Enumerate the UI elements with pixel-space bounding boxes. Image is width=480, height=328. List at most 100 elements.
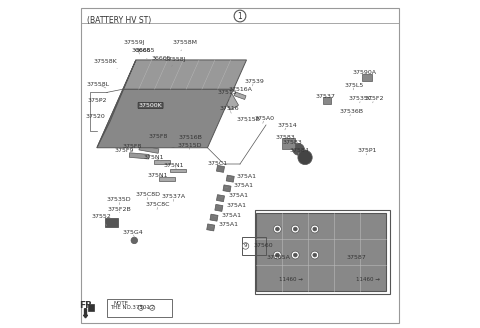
Text: 11460 →: 11460 → <box>279 277 303 282</box>
FancyArrow shape <box>84 309 87 318</box>
Text: 375A1: 375A1 <box>226 183 253 188</box>
Text: 375A1: 375A1 <box>220 193 248 198</box>
Text: 37515: 37515 <box>218 90 238 100</box>
Text: 375N1: 375N1 <box>148 173 168 178</box>
Text: 37587: 37587 <box>347 255 366 261</box>
Text: 2: 2 <box>151 305 154 310</box>
Bar <box>222 91 239 110</box>
Bar <box>215 204 223 212</box>
Bar <box>216 165 225 173</box>
Text: 375L5: 375L5 <box>345 83 364 90</box>
Text: -: - <box>145 305 147 310</box>
Text: 375F8: 375F8 <box>149 134 168 143</box>
Circle shape <box>313 253 317 257</box>
Circle shape <box>131 237 138 244</box>
Text: 37516: 37516 <box>220 106 240 113</box>
Text: 37583: 37583 <box>276 135 295 142</box>
Text: 1: 1 <box>238 11 242 21</box>
Bar <box>226 175 234 182</box>
Bar <box>107 299 172 317</box>
Circle shape <box>291 251 299 259</box>
Circle shape <box>293 253 297 257</box>
Text: 375A1: 375A1 <box>219 203 247 208</box>
Text: THE NO.37501:: THE NO.37501: <box>110 305 152 310</box>
Text: 36665: 36665 <box>131 48 151 53</box>
Text: 37558J: 37558J <box>164 57 186 67</box>
Circle shape <box>291 225 299 233</box>
Text: 1: 1 <box>139 305 143 310</box>
Bar <box>159 177 175 181</box>
Circle shape <box>313 227 317 231</box>
Text: 375G4: 375G4 <box>122 230 143 237</box>
Text: 37552: 37552 <box>92 214 112 226</box>
Text: 11460 →: 11460 → <box>357 277 380 282</box>
Text: 37565A: 37565A <box>266 255 290 261</box>
Polygon shape <box>97 89 233 148</box>
Circle shape <box>293 227 297 231</box>
Text: 375N1: 375N1 <box>163 163 183 169</box>
Circle shape <box>311 251 319 259</box>
Text: 375N1: 375N1 <box>144 155 164 161</box>
Bar <box>241 237 266 255</box>
Text: 375F2B: 375F2B <box>107 207 131 213</box>
Text: 36665: 36665 <box>136 48 156 59</box>
Text: 37516B: 37516B <box>179 135 203 143</box>
Text: 37520: 37520 <box>85 114 105 119</box>
Text: FR: FR <box>79 301 92 310</box>
Text: 375C1: 375C1 <box>207 161 228 166</box>
Text: 37516A: 37516A <box>228 87 252 95</box>
Text: 37535C: 37535C <box>349 96 373 103</box>
Bar <box>234 92 246 99</box>
Text: 37560: 37560 <box>254 243 274 248</box>
Circle shape <box>242 243 249 249</box>
Text: 375F8: 375F8 <box>123 144 146 151</box>
Circle shape <box>274 225 281 233</box>
Text: 37590A: 37590A <box>352 70 376 77</box>
Text: 375A0: 375A0 <box>254 116 275 123</box>
Text: 37537A: 37537A <box>161 194 185 201</box>
Text: 37583: 37583 <box>282 140 302 147</box>
Bar <box>129 153 149 159</box>
Text: 9: 9 <box>244 243 247 248</box>
Text: 37537: 37537 <box>315 94 335 102</box>
Text: 375F9: 375F9 <box>115 149 138 154</box>
Text: 375A1: 375A1 <box>214 213 242 217</box>
Text: 37584: 37584 <box>289 148 309 154</box>
Circle shape <box>293 144 304 155</box>
Circle shape <box>276 227 279 231</box>
Text: 37515D: 37515D <box>177 143 202 149</box>
Text: NOTE: NOTE <box>113 301 128 306</box>
Text: (BATTERY HV ST): (BATTERY HV ST) <box>87 16 151 25</box>
Text: 37559J: 37559J <box>123 40 145 54</box>
Bar <box>254 210 390 294</box>
Bar <box>210 214 218 221</box>
Text: 37515B: 37515B <box>236 117 260 122</box>
Text: 37500K: 37500K <box>139 103 162 108</box>
Text: 375C8D: 375C8D <box>136 193 161 200</box>
Text: 375A1: 375A1 <box>211 222 239 227</box>
Text: 37536B: 37536B <box>339 110 363 116</box>
Circle shape <box>298 150 312 165</box>
Text: 37539: 37539 <box>244 79 264 86</box>
Bar <box>362 74 372 81</box>
Text: 375A1: 375A1 <box>228 174 256 178</box>
Text: 375P1: 375P1 <box>358 149 377 155</box>
Bar <box>256 213 386 291</box>
Text: 375C8C: 375C8C <box>146 202 170 210</box>
Bar <box>154 160 170 164</box>
Bar <box>155 138 175 148</box>
Text: 37558L: 37558L <box>87 82 110 88</box>
Text: 375P2: 375P2 <box>87 98 107 103</box>
Bar <box>223 185 231 192</box>
Text: 37558M: 37558M <box>172 40 197 51</box>
Polygon shape <box>123 60 247 89</box>
Text: 37558K: 37558K <box>93 59 117 68</box>
Circle shape <box>276 253 279 257</box>
Bar <box>88 304 94 311</box>
Bar <box>207 224 215 231</box>
Bar <box>282 138 295 149</box>
Circle shape <box>311 225 319 233</box>
Bar <box>170 169 186 173</box>
Bar <box>139 145 159 153</box>
Text: 36665: 36665 <box>152 56 171 61</box>
